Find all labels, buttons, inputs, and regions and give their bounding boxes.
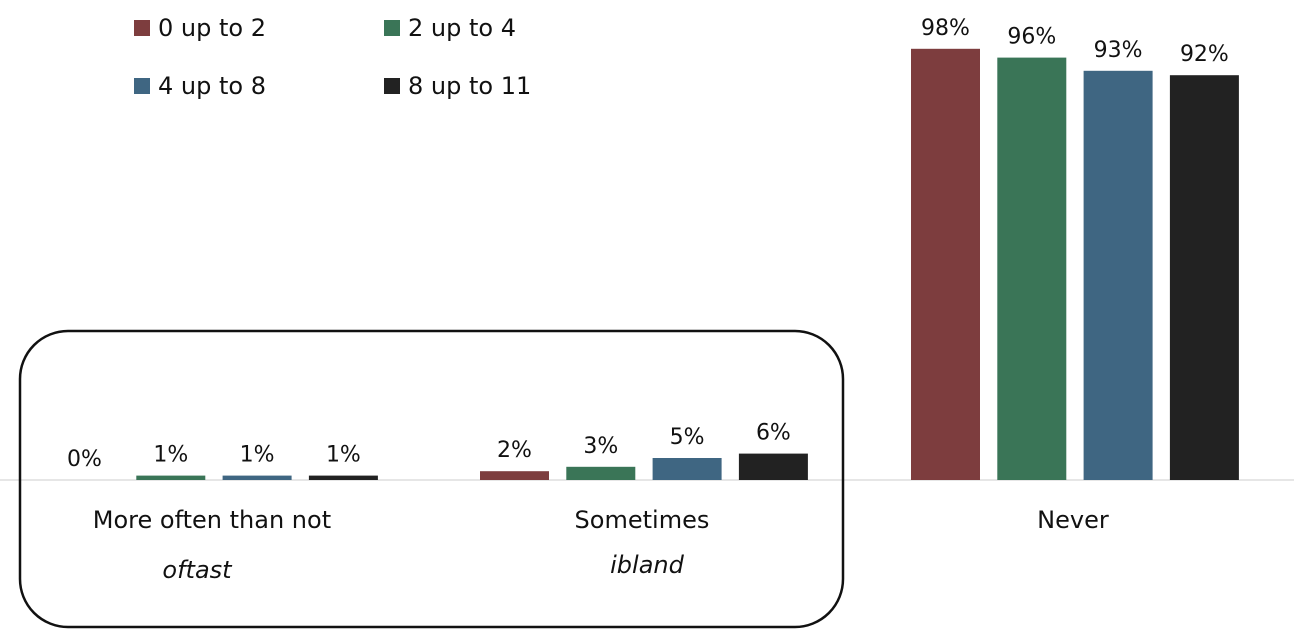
bar-0-3 (308, 475, 378, 480)
category-label-0: More often than not (93, 506, 331, 534)
legend-label-1: 2 up to 4 (408, 14, 516, 42)
data-label-1-3: 6% (756, 421, 791, 446)
legend: 0 up to 2 2 up to 4 4 up to 8 8 up to 11 (134, 14, 531, 100)
legend-label-3: 8 up to 11 (408, 72, 531, 100)
bar-1-3 (738, 453, 808, 480)
data-labels: 0% 1% 1% 1% 2% 3% 5% 6% 98% 96% 93% 92% (67, 16, 1229, 472)
legend-swatch-1 (384, 20, 400, 36)
legend-swatch-2 (134, 78, 150, 94)
bar-2-0 (911, 48, 980, 481)
bar-0-1 (136, 475, 206, 480)
legend-label-2: 4 up to 8 (158, 72, 266, 100)
legend-swatch-3 (384, 78, 400, 94)
data-label-1-1: 3% (583, 434, 618, 459)
data-label-2-3: 92% (1180, 42, 1229, 67)
category-label-2: Never (1037, 506, 1109, 534)
bar-2-1 (997, 57, 1067, 480)
bar-0-2 (222, 475, 292, 480)
data-label-0-2: 1% (240, 443, 275, 468)
data-label-2-0: 98% (921, 16, 970, 41)
data-label-2-1: 96% (1007, 25, 1056, 50)
data-label-1-2: 5% (670, 425, 705, 450)
data-label-1-0: 2% (497, 438, 532, 463)
category-note-1: ibland (610, 551, 684, 579)
category-note-0: oftast (162, 556, 233, 584)
bar-2-3 (1169, 75, 1239, 480)
legend-swatch-0 (134, 20, 150, 36)
data-label-0-1: 1% (153, 443, 188, 468)
highlight-box (18, 329, 845, 629)
bar-1-2 (652, 458, 722, 480)
bar-1-0 (480, 471, 549, 480)
data-label-0-0: 0% (67, 447, 102, 472)
category-label-1: Sometimes (575, 506, 710, 534)
bars (136, 48, 1239, 481)
bar-2-2 (1083, 70, 1153, 481)
legend-label-0: 0 up to 2 (158, 14, 266, 42)
data-label-2-2: 93% (1094, 38, 1143, 63)
category-labels: More often than not oftast Sometimes ibland… (93, 506, 1109, 584)
bar-1-1 (566, 466, 636, 480)
data-label-0-3: 1% (326, 443, 361, 468)
